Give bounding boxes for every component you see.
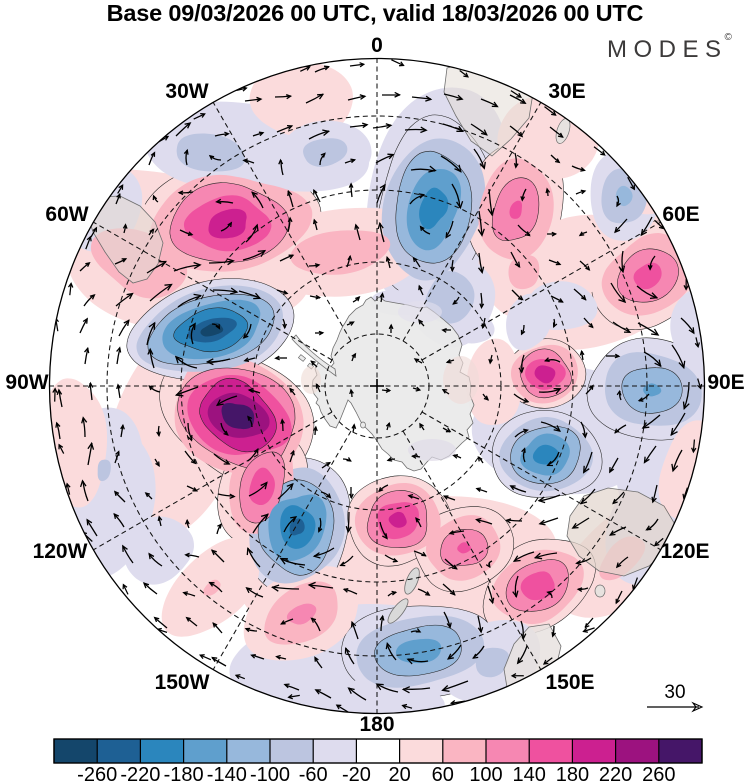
svg-text:220: 220 [599, 764, 632, 783]
svg-text:0: 0 [371, 34, 383, 57]
svg-text:60E: 60E [662, 203, 699, 226]
svg-text:90E: 90E [707, 371, 744, 394]
svg-text:-140: -140 [207, 764, 247, 783]
svg-text:30W: 30W [165, 80, 208, 103]
svg-text:20: 20 [388, 764, 410, 783]
svg-text:-60: -60 [299, 764, 328, 783]
svg-text:140: 140 [513, 764, 546, 783]
svg-text:120E: 120E [660, 540, 709, 563]
svg-text:-100: -100 [250, 764, 290, 783]
svg-text:180: 180 [359, 713, 394, 736]
svg-text:30E: 30E [548, 80, 585, 103]
svg-text:30: 30 [664, 682, 685, 703]
svg-text:180: 180 [556, 764, 589, 783]
svg-text:150W: 150W [155, 671, 210, 694]
svg-text:-260: -260 [77, 764, 117, 783]
svg-text:-20: -20 [342, 764, 371, 783]
svg-text:120W: 120W [33, 540, 88, 563]
svg-text:60W: 60W [45, 203, 88, 226]
svg-text:90W: 90W [5, 371, 48, 394]
svg-text:260: 260 [642, 764, 675, 783]
svg-text:150E: 150E [545, 671, 594, 694]
svg-text:-220: -220 [120, 764, 160, 783]
svg-text:60: 60 [432, 764, 454, 783]
svg-text:100: 100 [469, 764, 502, 783]
svg-text:-180: -180 [164, 764, 204, 783]
